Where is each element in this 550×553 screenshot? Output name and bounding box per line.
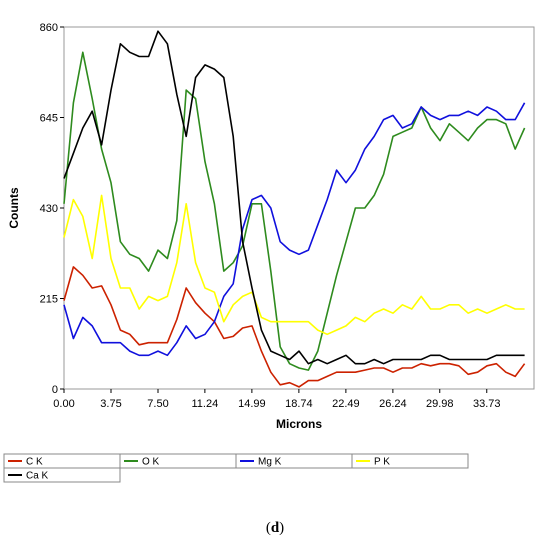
y-tick-label: 645 <box>40 113 58 125</box>
series-line-o-k <box>63 51 526 371</box>
series-lines <box>63 30 526 388</box>
legend-item-mg-k: Mg K <box>235 453 353 469</box>
legend-item-c-k: C K <box>3 453 121 469</box>
x-tick-label: 14.99 <box>238 398 266 410</box>
x-tick-label: 29.98 <box>426 398 454 410</box>
legend-item-ca-k: Ca K <box>3 467 121 483</box>
line-chart: 0.00 3.75 7.50 11.24 14.99 18.74 22.49 26.24 29.… <box>3 22 535 483</box>
legend-box <box>351 453 469 469</box>
legend-label: O K <box>142 457 160 468</box>
legend-box <box>3 467 121 483</box>
x-tick-label: 26.24 <box>379 398 407 410</box>
y-tick-label: 215 <box>40 294 58 306</box>
x-tick-label: 22.49 <box>332 398 360 410</box>
y-axis-label: Counts <box>7 187 21 229</box>
legend-label: Mg K <box>258 457 282 468</box>
x-axis-label: Microns <box>276 417 322 431</box>
legend-label: P K <box>374 457 390 468</box>
panel-label: (d) <box>265 520 285 536</box>
legend: C K O K Mg K P K Ca K <box>3 453 469 483</box>
x-tick-label: 0.00 <box>53 398 74 410</box>
series-line-mg-k <box>63 102 526 357</box>
x-tick-label: 11.24 <box>192 398 219 410</box>
x-tick-label: 3.75 <box>100 398 121 410</box>
y-tick-label: 0 <box>52 384 58 396</box>
x-tick-label: 18.74 <box>285 398 313 410</box>
plot-area <box>63 26 535 390</box>
series-line-ca-k <box>63 30 525 365</box>
series-line-p-k <box>63 194 525 336</box>
y-tick-label: 430 <box>40 203 58 215</box>
legend-label: Ca K <box>26 471 49 482</box>
x-tick-label: 33.73 <box>473 398 501 410</box>
legend-label: C K <box>26 457 43 468</box>
x-axis: 0.00 3.75 7.50 11.24 14.99 18.74 22.49 26.24 29.… <box>53 389 501 410</box>
y-axis: 0 215 430 645 860 <box>40 22 64 396</box>
legend-item-o-k: O K <box>119 453 237 469</box>
series-line-c-k <box>63 266 526 388</box>
panel-label-letter: d <box>270 520 280 536</box>
x-tick-label: 7.50 <box>147 398 168 410</box>
y-tick-label: 860 <box>40 22 58 34</box>
legend-item-p-k: P K <box>351 453 469 469</box>
